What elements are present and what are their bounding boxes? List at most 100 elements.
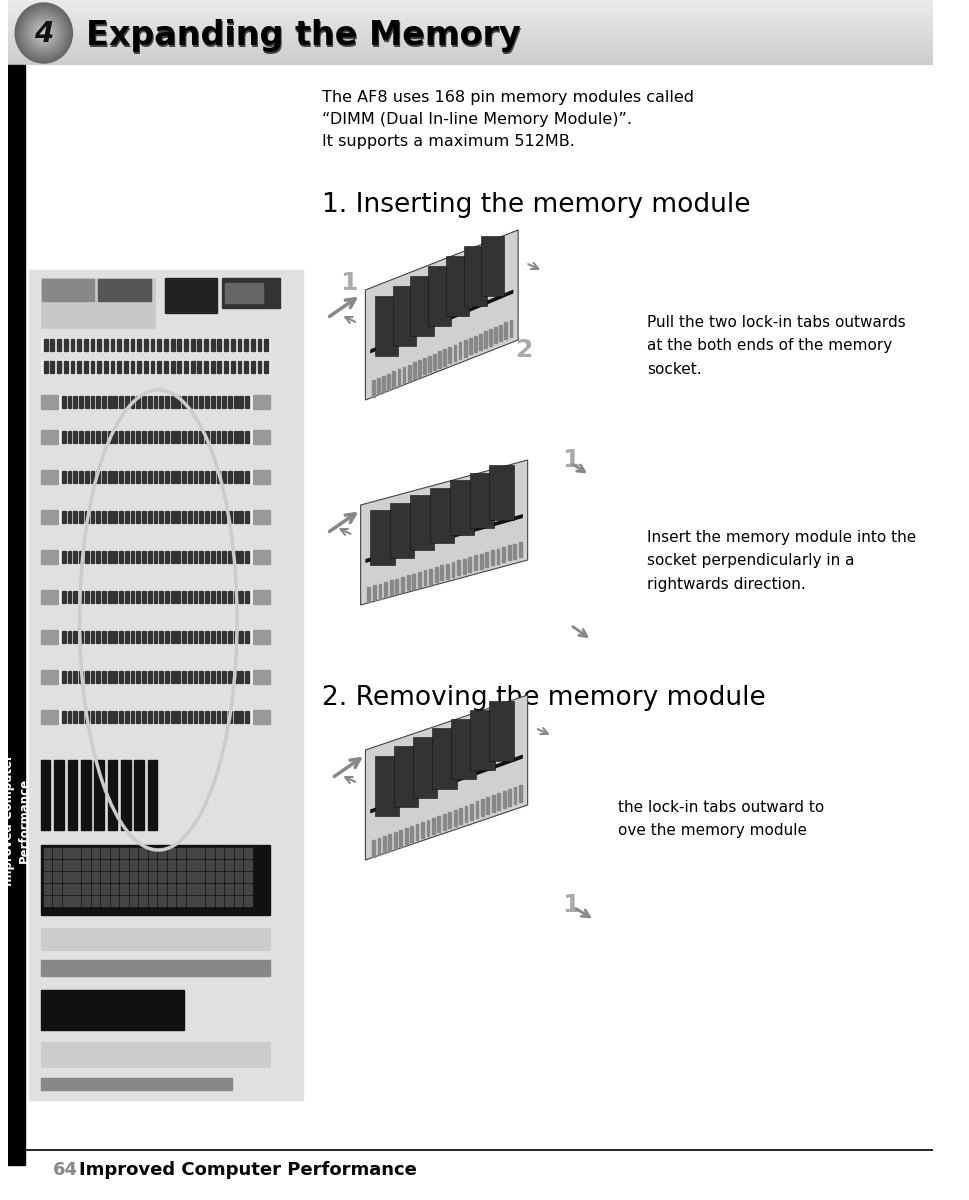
Bar	[137, 511, 141, 523]
Bar	[91, 872, 99, 882]
Bar	[234, 884, 242, 894]
Circle shape	[30, 19, 57, 47]
Bar	[138, 338, 141, 350]
Text: 2: 2	[496, 748, 514, 772]
Bar	[194, 470, 198, 482]
Bar	[187, 848, 195, 858]
Bar	[225, 283, 263, 302]
Bar	[140, 848, 146, 858]
Bar	[245, 631, 249, 643]
Bar	[216, 470, 220, 482]
Bar	[484, 331, 486, 348]
Bar	[62, 710, 66, 722]
Bar	[120, 860, 128, 870]
Bar	[205, 848, 213, 858]
Bar	[110, 338, 114, 350]
Bar	[90, 671, 94, 683]
Bar	[222, 551, 226, 563]
Bar	[84, 710, 88, 722]
Bar	[458, 808, 461, 824]
Bar	[120, 848, 128, 858]
Bar	[125, 470, 129, 482]
Bar	[177, 848, 185, 858]
Bar	[384, 582, 387, 596]
Bar	[79, 631, 82, 643]
Bar	[41, 278, 155, 328]
Bar	[225, 884, 233, 894]
Bar	[96, 511, 100, 523]
Bar	[62, 671, 66, 683]
Circle shape	[18, 6, 70, 60]
Bar	[41, 760, 50, 830]
Bar	[413, 362, 416, 379]
Bar	[245, 710, 249, 722]
Bar	[205, 872, 213, 882]
Text: Expanding the Memory: Expanding the Memory	[85, 19, 520, 53]
Bar	[188, 631, 192, 643]
Bar	[197, 860, 203, 870]
Bar	[234, 872, 242, 882]
Bar	[426, 820, 429, 836]
Bar	[234, 396, 237, 408]
Bar	[110, 872, 118, 882]
Bar	[113, 431, 117, 443]
Bar	[204, 631, 208, 643]
Bar	[205, 884, 213, 894]
Text: Insert the memory module into the
socket perpendicularly in a
rightwards directi: Insert the memory module into the socket…	[646, 530, 916, 592]
Bar	[150, 338, 154, 350]
Bar	[117, 338, 121, 350]
Text: Pull the two lock-in tabs outwards
at the both ends of the memory
socket.: Pull the two lock-in tabs outwards at th…	[646, 314, 905, 377]
Bar	[200, 511, 203, 523]
Bar	[165, 511, 169, 523]
Bar	[176, 590, 180, 602]
Text: the lock-in tabs outward to
ove the memory module: the lock-in tabs outward to ove the memo…	[617, 800, 824, 839]
Bar	[102, 631, 106, 643]
Bar	[63, 872, 71, 882]
Bar	[102, 671, 106, 683]
Bar	[84, 551, 88, 563]
Bar	[131, 511, 135, 523]
Bar	[119, 590, 123, 602]
Bar	[108, 551, 111, 563]
Bar	[41, 550, 58, 564]
Bar	[44, 860, 51, 870]
Circle shape	[38, 26, 49, 38]
Bar	[210, 361, 214, 373]
Bar	[171, 338, 174, 350]
Bar	[244, 338, 248, 350]
Bar	[108, 631, 111, 643]
Bar	[113, 631, 117, 643]
Bar	[377, 378, 380, 395]
Bar	[159, 396, 163, 408]
Bar	[514, 787, 516, 804]
Bar	[68, 590, 72, 602]
Polygon shape	[390, 503, 414, 558]
Bar	[153, 551, 157, 563]
Polygon shape	[413, 737, 437, 798]
Bar	[68, 710, 72, 722]
Polygon shape	[451, 719, 475, 779]
Bar	[215, 884, 223, 894]
Bar	[125, 396, 129, 408]
Circle shape	[28, 17, 59, 49]
Bar	[159, 631, 163, 643]
Bar	[94, 760, 104, 830]
Bar	[182, 710, 186, 722]
Bar	[245, 511, 249, 523]
Bar	[62, 590, 66, 602]
Bar	[431, 817, 434, 834]
Bar	[171, 710, 174, 722]
Bar	[222, 710, 226, 722]
Bar	[433, 354, 436, 370]
Bar	[497, 793, 500, 810]
Bar	[137, 631, 141, 643]
Bar	[90, 338, 94, 350]
Bar	[41, 1042, 269, 1067]
Bar	[239, 431, 243, 443]
Circle shape	[34, 23, 53, 43]
Bar	[518, 542, 521, 557]
Bar	[245, 470, 249, 482]
Text: 1. Inserting the memory module: 1. Inserting the memory module	[322, 192, 750, 218]
Text: 1: 1	[561, 448, 578, 472]
Bar	[448, 347, 451, 364]
